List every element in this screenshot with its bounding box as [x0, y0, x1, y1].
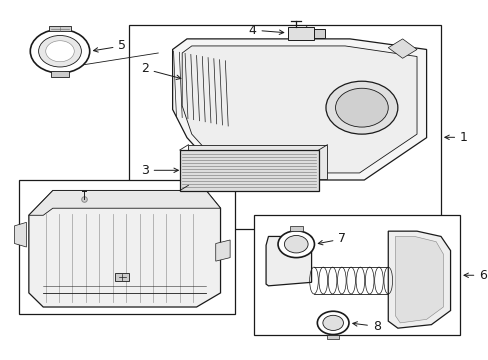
Polygon shape [265, 237, 311, 286]
Polygon shape [172, 39, 426, 180]
Bar [289, 226, 303, 231]
Bar [51, 71, 68, 77]
Bar [327, 334, 338, 339]
Bar [254, 215, 459, 335]
Text: 3: 3 [141, 164, 178, 177]
Circle shape [46, 41, 74, 62]
Text: 1: 1 [444, 131, 467, 144]
Polygon shape [387, 231, 449, 328]
Text: 6: 6 [463, 269, 486, 282]
Bar [129, 25, 440, 229]
Circle shape [278, 231, 314, 258]
Circle shape [39, 36, 81, 67]
Polygon shape [395, 237, 443, 323]
Bar [180, 150, 318, 190]
Circle shape [335, 88, 387, 127]
Polygon shape [29, 190, 220, 215]
Circle shape [284, 235, 307, 253]
Circle shape [322, 315, 343, 330]
Bar [115, 273, 129, 281]
Polygon shape [387, 39, 416, 58]
Text: 2: 2 [141, 62, 181, 80]
Circle shape [317, 311, 348, 334]
Polygon shape [182, 46, 416, 173]
Bar [188, 145, 327, 179]
Polygon shape [29, 190, 220, 307]
Bar [313, 29, 324, 38]
Circle shape [30, 30, 89, 73]
Circle shape [325, 81, 397, 134]
Text: 5: 5 [93, 40, 126, 53]
Text: 7: 7 [318, 233, 346, 246]
Text: 4: 4 [248, 23, 283, 37]
Bar [19, 180, 234, 314]
Polygon shape [215, 240, 230, 261]
Bar [287, 27, 313, 40]
Bar [49, 26, 70, 31]
Text: 8: 8 [352, 320, 380, 333]
Polygon shape [15, 222, 26, 247]
